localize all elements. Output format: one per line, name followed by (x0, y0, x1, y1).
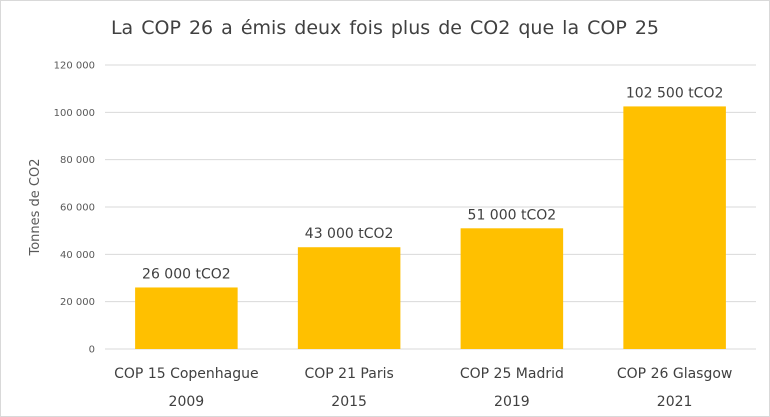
x-category-year: 2009 (169, 394, 205, 410)
y-tick-label: 40 000 (60, 250, 95, 261)
x-category-year: 2019 (494, 394, 530, 410)
x-category-year: 2015 (331, 394, 367, 410)
y-tick-label: 0 (89, 345, 95, 356)
y-tick-label: 100 000 (54, 108, 95, 119)
y-axis-title: Tonnes de CO2 (28, 158, 43, 256)
bar (135, 287, 238, 349)
bar (623, 106, 726, 350)
y-tick-label: 20 000 (60, 297, 95, 308)
y-tick-label: 120 000 (54, 61, 95, 72)
bar (297, 247, 401, 349)
data-label: 51 000 tCO2 (468, 207, 557, 223)
x-category-label: COP 26 Glasgow (617, 366, 732, 382)
data-label: 26 000 tCO2 (142, 266, 231, 282)
y-tick-label: 80 000 (60, 155, 95, 166)
x-category-label: COP 15 Copenhague (114, 366, 259, 382)
data-label: 43 000 tCO2 (305, 226, 394, 242)
bar (460, 228, 564, 349)
y-tick-label: 60 000 (60, 203, 95, 214)
data-label: 102 500 tCO2 (626, 85, 724, 101)
x-category-label: COP 25 Madrid (460, 366, 564, 382)
chart-title: La COP 26 a émis deux fois plus de CO2 q… (110, 17, 660, 39)
x-category-year: 2021 (657, 394, 693, 410)
x-category-label: COP 21 Paris (304, 366, 393, 382)
